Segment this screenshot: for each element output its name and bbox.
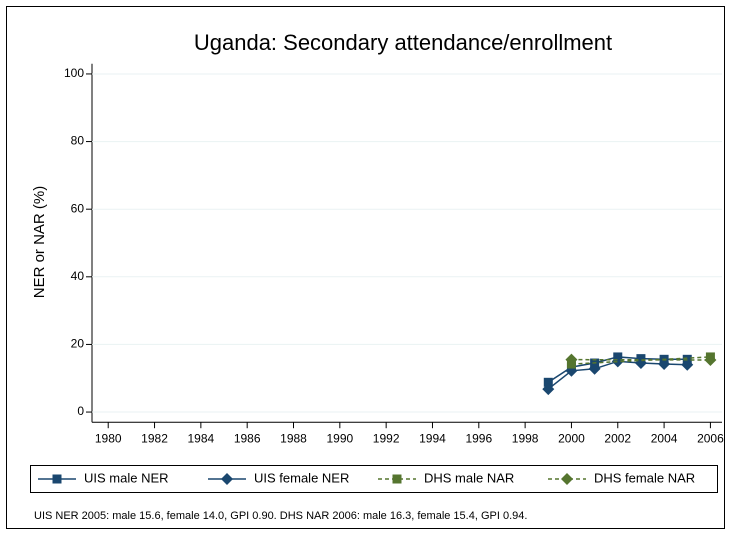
y-tick-label: 40 xyxy=(71,269,85,283)
x-tick-label: 1982 xyxy=(141,431,168,445)
x-tick-label: 2002 xyxy=(604,431,631,445)
y-tick-label: 20 xyxy=(71,337,85,351)
legend-marker xyxy=(392,474,402,484)
y-tick-label: 80 xyxy=(71,134,85,148)
marker xyxy=(681,358,694,371)
marker xyxy=(588,362,601,375)
x-tick-label: 1986 xyxy=(234,431,261,445)
x-tick-label: 1980 xyxy=(95,431,122,445)
y-tick-label: 60 xyxy=(71,201,85,215)
x-tick-label: 2004 xyxy=(651,431,678,445)
legend-label: DHS female NAR xyxy=(594,470,695,485)
y-tick-label: 100 xyxy=(64,66,84,80)
marker xyxy=(704,353,717,366)
marker xyxy=(543,377,553,387)
x-tick-label: 1990 xyxy=(326,431,353,445)
legend-marker xyxy=(561,473,573,485)
x-tick-label: 1992 xyxy=(373,431,400,445)
frame xyxy=(6,6,725,529)
marker xyxy=(565,353,578,366)
chart-title: Uganda: Secondary attendance/enrollment xyxy=(194,30,612,55)
marker xyxy=(611,355,624,368)
x-tick-label: 2000 xyxy=(558,431,585,445)
y-tick-label: 0 xyxy=(77,404,84,418)
note: UIS NER 2005: male 15.6, female 14.0, GP… xyxy=(34,510,527,522)
x-tick-label: 1998 xyxy=(512,431,539,445)
marker xyxy=(658,358,671,371)
marker xyxy=(542,383,555,396)
series-line xyxy=(571,356,711,365)
x-tick-label: 1996 xyxy=(465,431,492,445)
x-tick-label: 1988 xyxy=(280,431,307,445)
x-tick-label: 1994 xyxy=(419,431,446,445)
y-axis-label: NER or NAR (%) xyxy=(31,186,48,299)
legend-box xyxy=(30,465,718,493)
legend-label: UIS male NER xyxy=(84,470,169,485)
x-tick-label: 2006 xyxy=(697,431,724,445)
legend-marker xyxy=(52,474,62,484)
legend-label: UIS female NER xyxy=(254,470,349,485)
legend-marker xyxy=(221,473,233,485)
legend-label: DHS male NAR xyxy=(424,470,514,485)
x-tick-label: 1984 xyxy=(188,431,215,445)
